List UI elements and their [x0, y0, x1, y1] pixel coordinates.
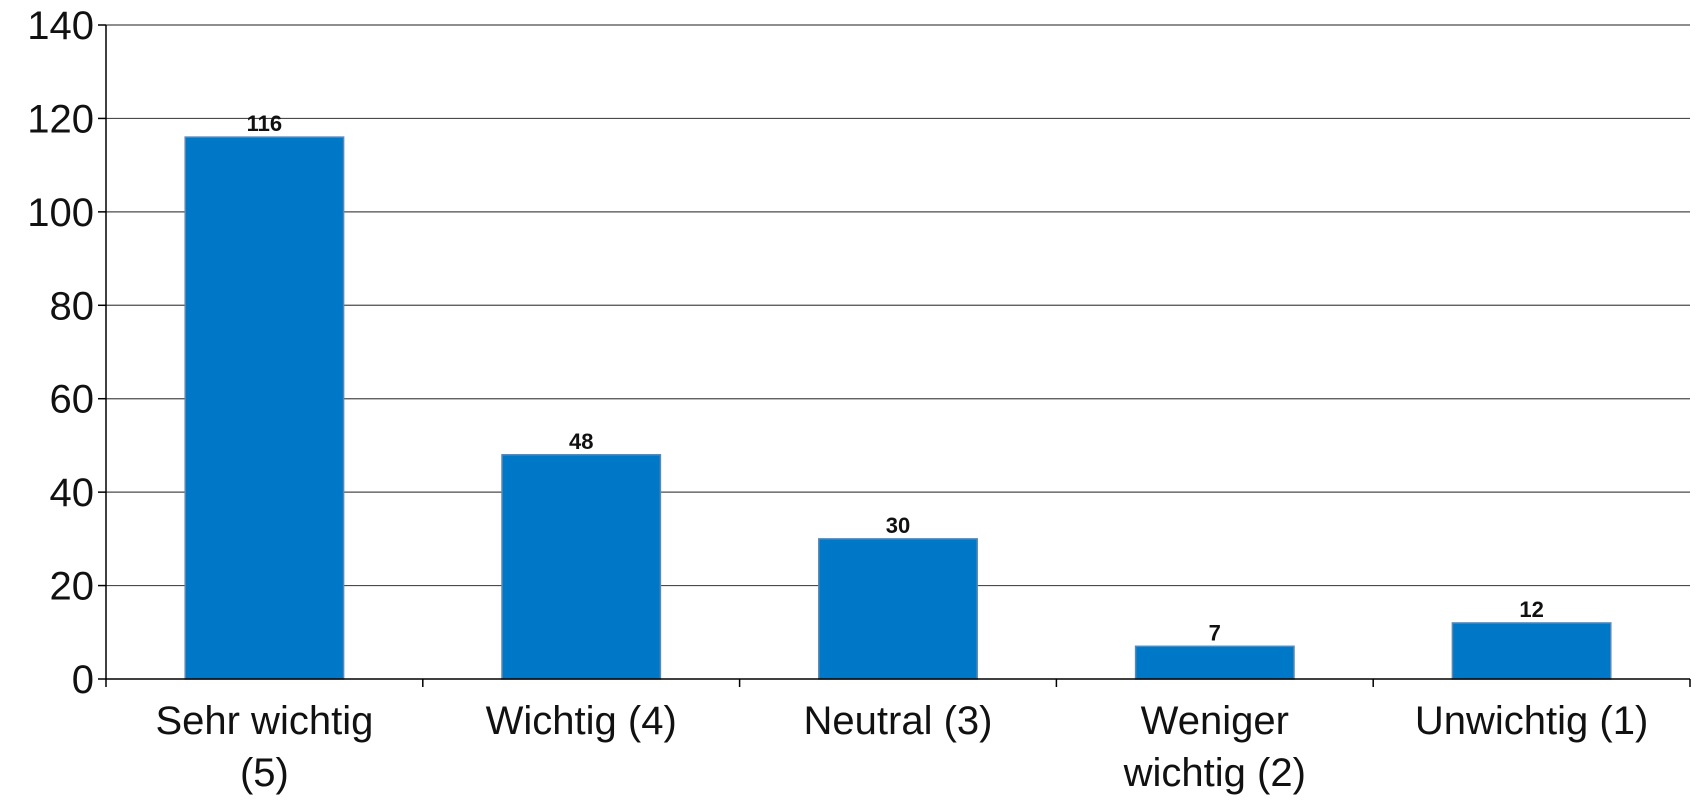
x-axis-categories: Sehr wichtig (5) Wichtig (4) Neutral (3) Wen… — [155, 699, 1648, 795]
data-label: 7 — [1209, 620, 1221, 645]
bar — [1134, 645, 1295, 680]
y-tick-label: 100 — [27, 191, 94, 235]
data-labels: 116 48 30 7 12 — [247, 111, 1544, 645]
data-label: 12 — [1519, 597, 1543, 622]
y-tick-label: 140 — [27, 4, 94, 48]
y-tick-label: 20 — [50, 565, 95, 609]
axes — [105, 25, 1691, 687]
y-tick-label: 80 — [50, 284, 95, 328]
y-axis-ticks: 0 20 40 60 80 100 120 140 — [27, 4, 106, 702]
y-tick-label: 0 — [72, 658, 94, 702]
data-label: 30 — [886, 513, 910, 538]
category-label: wichtig (2) — [1123, 751, 1306, 795]
y-tick-label: 40 — [50, 471, 95, 515]
bars — [184, 136, 1612, 680]
y-tick-label: 120 — [27, 97, 94, 141]
data-label: 116 — [247, 111, 283, 136]
gridlines — [106, 24, 1690, 587]
category-label: Wichtig (4) — [486, 699, 677, 743]
y-tick-label: 60 — [50, 378, 95, 422]
category-label: Unwichtig (1) — [1415, 699, 1648, 743]
category-label: Sehr wichtig — [155, 699, 373, 743]
data-label: 48 — [569, 429, 593, 454]
bar — [501, 454, 662, 680]
category-label: Neutral (3) — [804, 699, 993, 743]
category-label: Weniger — [1141, 699, 1289, 743]
bar — [1451, 622, 1612, 680]
category-label: (5) — [240, 751, 289, 795]
bar — [818, 538, 978, 680]
bar — [184, 136, 345, 680]
